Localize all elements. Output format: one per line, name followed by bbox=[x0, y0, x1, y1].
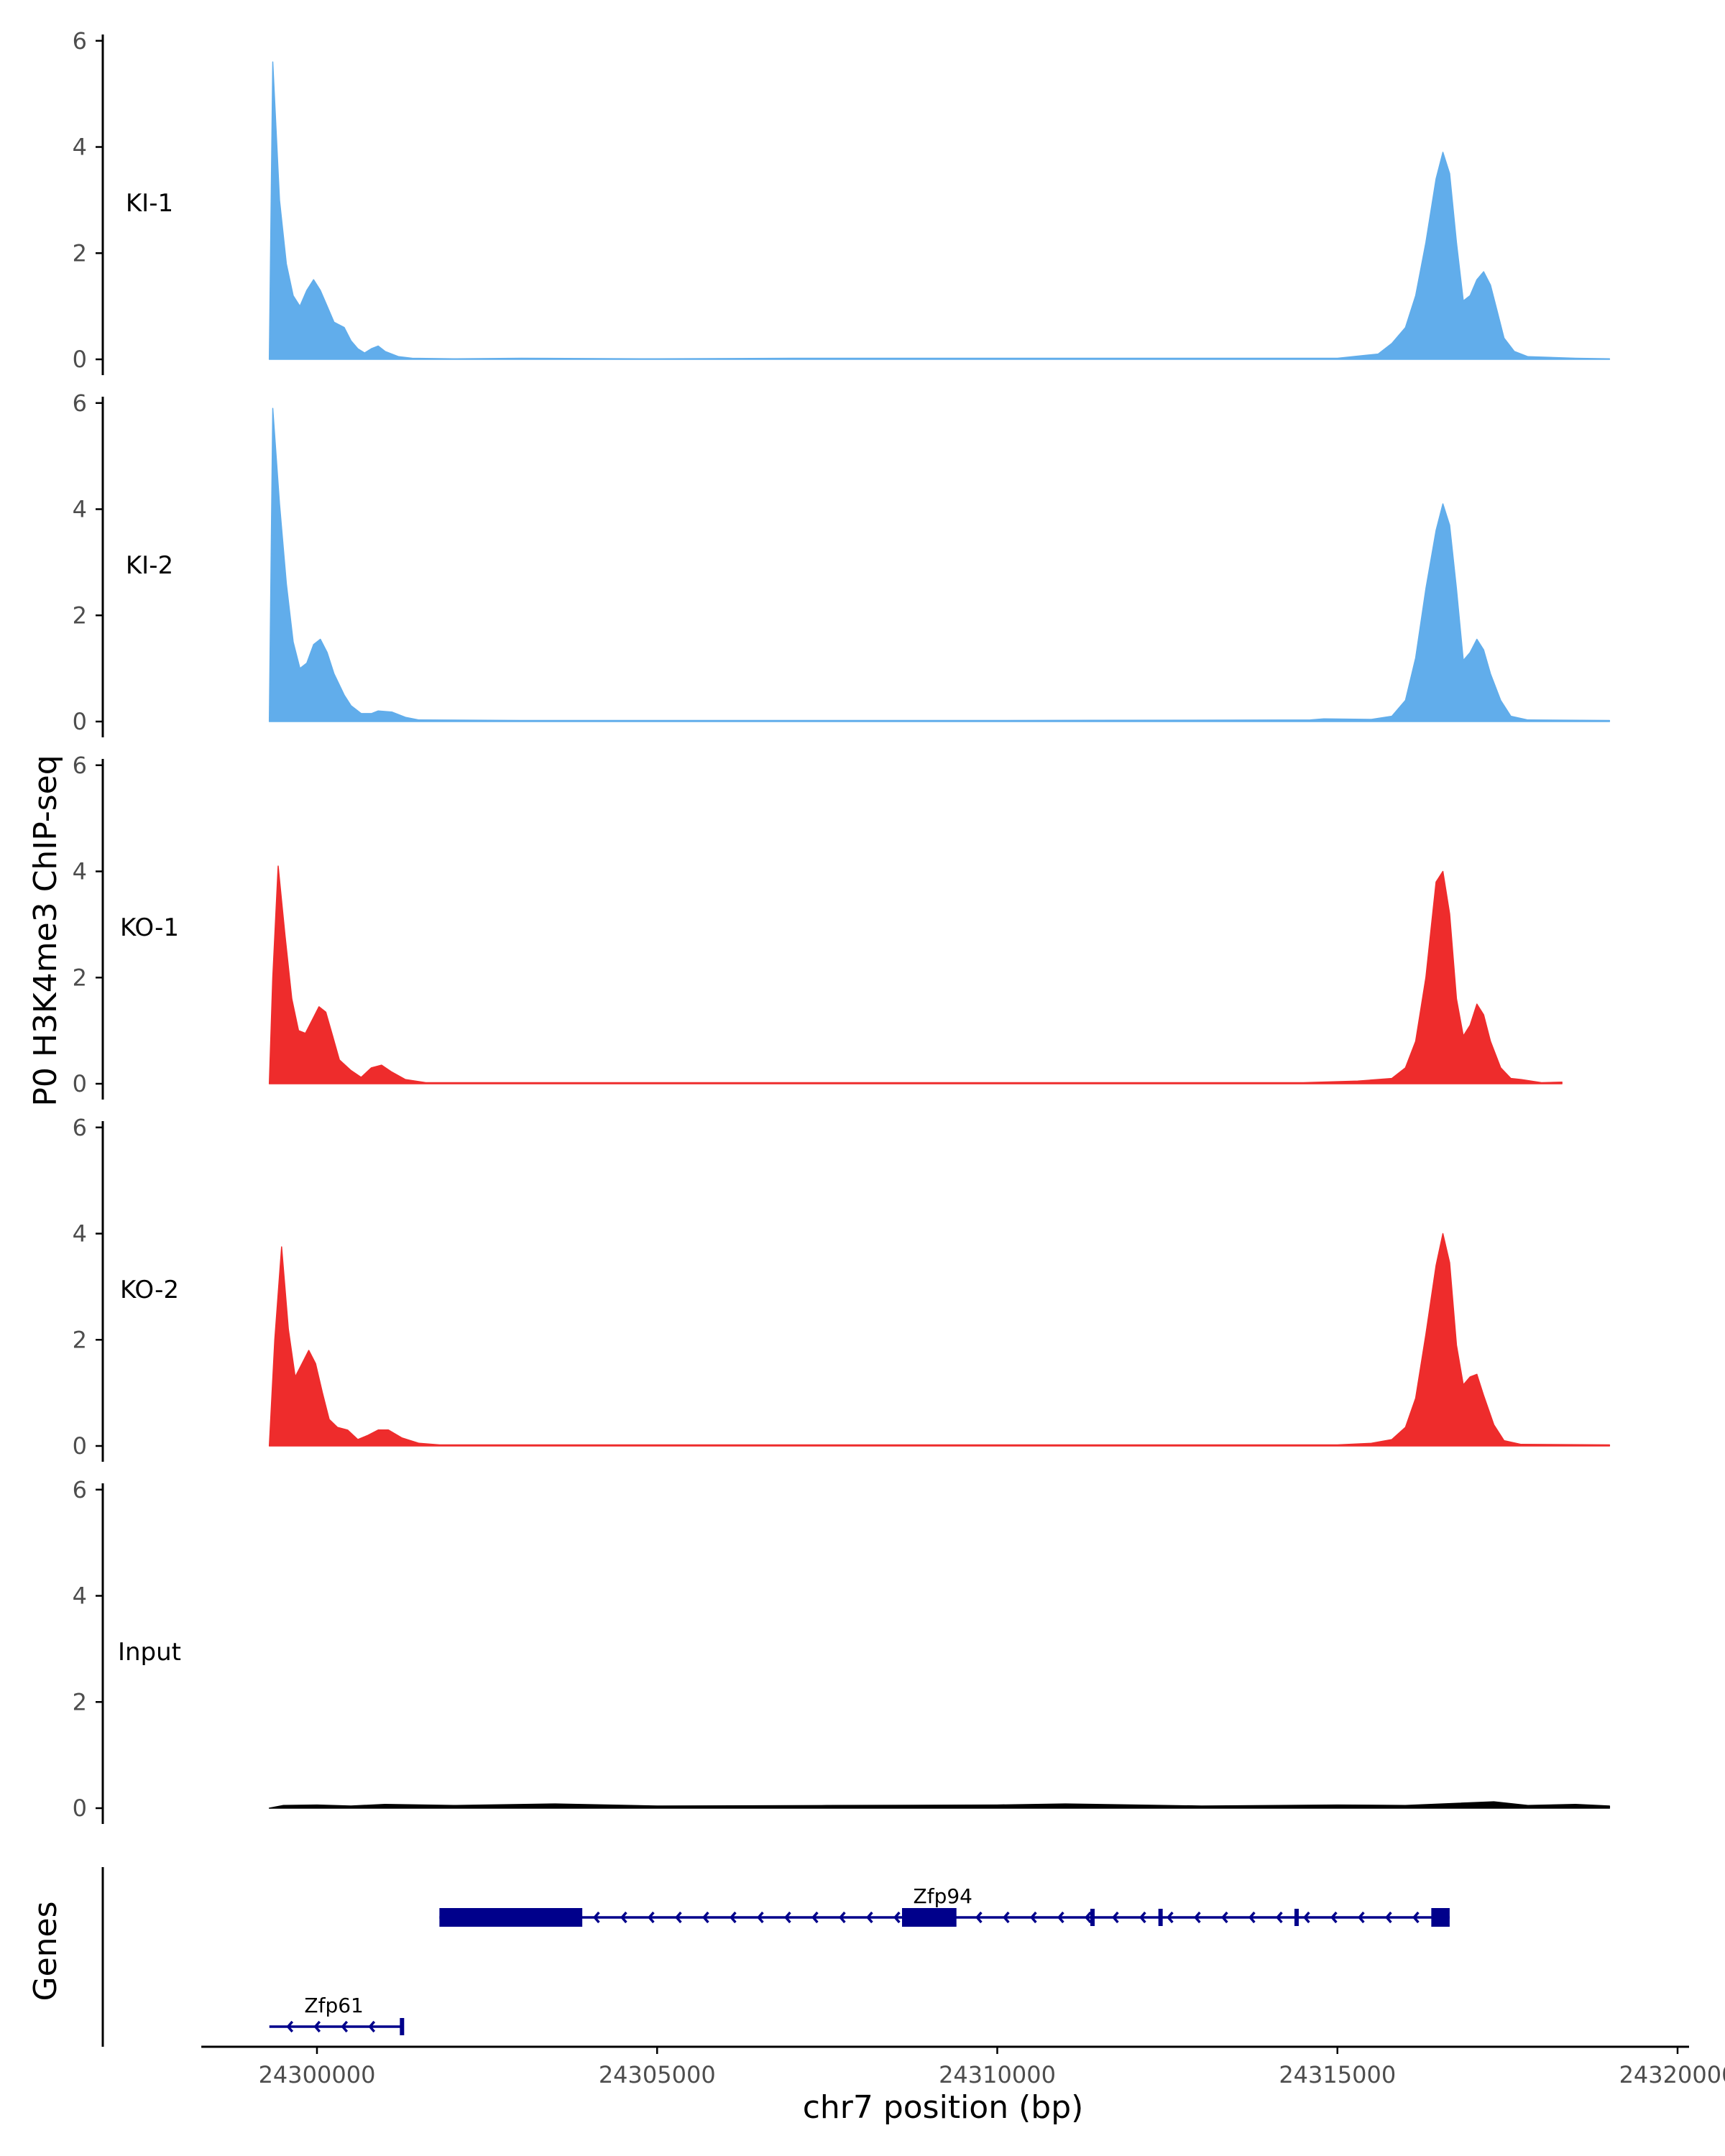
coverage-tracks: 0 2 4 6 KI-1 0 2 4 6 KI-2 0 2 4 6 KO-1 0 2 4 6 KO-2 0 2 4 6 Inpu… bbox=[73, 27, 1611, 1824]
strand-arrow bbox=[866, 1911, 873, 1924]
y-axis-title: P0 H3K4me3 ChIP-seq bbox=[27, 755, 64, 1106]
track-ko-1: 0 2 4 6 KO-1 bbox=[73, 752, 1563, 1100]
y-tick-label: 6 bbox=[73, 1114, 87, 1141]
exon-block bbox=[901, 1908, 957, 1927]
x-tick-label: 24305000 bbox=[599, 2061, 716, 2088]
y-tick-label: 2 bbox=[73, 1326, 87, 1353]
strand-arrow bbox=[1248, 1911, 1256, 1924]
coverage-area-ko-1 bbox=[268, 865, 1563, 1084]
track-ki-2: 0 2 4 6 KI-2 bbox=[73, 390, 1611, 737]
strand-arrow bbox=[702, 1911, 709, 1924]
strand-arrow bbox=[1221, 1911, 1228, 1924]
strand-arrow bbox=[1139, 1911, 1146, 1924]
gene-zfp61: Zfp61 bbox=[269, 1994, 405, 2035]
coverage-area-ko-2 bbox=[268, 1233, 1611, 1447]
x-tick-label: 24310000 bbox=[939, 2061, 1056, 2088]
strand-arrow bbox=[1057, 1911, 1064, 1924]
y-tick-label: 6 bbox=[73, 27, 87, 55]
y-tick-label: 6 bbox=[73, 752, 87, 779]
strand-arrow bbox=[839, 1911, 846, 1924]
strand-arrow bbox=[784, 1911, 791, 1924]
strand-arrow bbox=[811, 1911, 819, 1924]
strand-arrow bbox=[1412, 1911, 1420, 1924]
coverage-area-ki-2 bbox=[268, 407, 1611, 722]
y-tick-label: 0 bbox=[73, 1070, 87, 1097]
x-tick-label: 24300000 bbox=[259, 2061, 376, 2088]
strand-arrow bbox=[757, 1911, 764, 1924]
strand-arrow bbox=[1330, 1911, 1338, 1924]
strand-arrow bbox=[730, 1911, 737, 1924]
strand-arrow bbox=[1303, 1911, 1310, 1924]
y-tick-label: 0 bbox=[73, 708, 87, 735]
strand-arrow bbox=[648, 1911, 655, 1924]
y-tick-label: 0 bbox=[73, 1795, 87, 1822]
y-tick-label: 6 bbox=[73, 1476, 87, 1503]
strand-arrow bbox=[1194, 1911, 1201, 1924]
y-tick-label: 4 bbox=[73, 134, 87, 161]
y-tick-label: 2 bbox=[73, 1688, 87, 1715]
y-tick-label: 2 bbox=[73, 602, 87, 629]
track-input: 0 2 4 6 Input bbox=[73, 1476, 1611, 1824]
y-tick-label: 4 bbox=[73, 1220, 87, 1248]
track-label: KI-1 bbox=[126, 189, 173, 218]
exon-tick bbox=[400, 2018, 405, 2035]
y-tick-label: 0 bbox=[73, 346, 87, 373]
x-axis: 24300000 24305000 24310000 24315000 24320000 bbox=[201, 2045, 1725, 2088]
strand-arrow bbox=[1003, 1911, 1010, 1924]
strand-arrow bbox=[286, 2020, 294, 2033]
exon-tick bbox=[1090, 1909, 1095, 1926]
strand-arrow bbox=[1385, 1911, 1392, 1924]
exon-tick bbox=[1294, 1909, 1299, 1926]
track-ki-1: 0 2 4 6 KI-1 bbox=[73, 27, 1611, 375]
y-tick-label: 4 bbox=[73, 496, 87, 523]
exon-block bbox=[1431, 1908, 1450, 1927]
strand-arrow bbox=[1358, 1911, 1365, 1924]
track-label: KI-2 bbox=[126, 551, 173, 580]
x-tick-label: 24315000 bbox=[1279, 2061, 1396, 2088]
strand-arrow bbox=[1276, 1911, 1283, 1924]
track-label: KO-2 bbox=[120, 1276, 179, 1304]
coverage-area-input bbox=[268, 1801, 1611, 1809]
x-tick-label: 24320000 bbox=[1619, 2061, 1725, 2088]
x-axis-title: chr7 position (bp) bbox=[803, 2089, 1084, 2126]
strand-arrow bbox=[975, 1911, 983, 1924]
strand-arrow bbox=[1085, 1911, 1092, 1924]
strand-arrow bbox=[1030, 1911, 1037, 1924]
coverage-area-ki-1 bbox=[268, 61, 1611, 360]
y-tick-label: 2 bbox=[73, 239, 87, 267]
gene-track-title: Genes bbox=[27, 1901, 64, 2001]
y-tick-label: 4 bbox=[73, 858, 87, 885]
gene-label: Zfp94 bbox=[914, 1884, 972, 1908]
y-tick-label: 0 bbox=[73, 1432, 87, 1460]
track-ko-2: 0 2 4 6 KO-2 bbox=[73, 1114, 1611, 1462]
track-label: Input bbox=[118, 1638, 181, 1667]
track-label: KO-1 bbox=[120, 913, 179, 942]
strand-arrow bbox=[620, 1911, 627, 1924]
strand-arrow bbox=[893, 1911, 901, 1924]
strand-arrow bbox=[341, 2020, 349, 2033]
strand-arrow bbox=[313, 2020, 321, 2033]
y-tick-label: 6 bbox=[73, 390, 87, 417]
gene-label: Zfp61 bbox=[304, 1994, 363, 2017]
y-tick-label: 2 bbox=[73, 964, 87, 991]
strand-arrow bbox=[1112, 1911, 1119, 1924]
gene-track: Zfp94 Zfp61 bbox=[101, 1867, 1450, 2047]
exon-block bbox=[439, 1908, 583, 1927]
exon-tick bbox=[1158, 1909, 1163, 1926]
y-tick-label: 4 bbox=[73, 1583, 87, 1610]
strand-arrow bbox=[368, 2020, 376, 2033]
gene-zfp94: Zfp94 bbox=[439, 1884, 1450, 1927]
strand-arrow bbox=[675, 1911, 682, 1924]
strand-arrow bbox=[593, 1911, 600, 1924]
strand-arrow bbox=[1167, 1911, 1174, 1924]
